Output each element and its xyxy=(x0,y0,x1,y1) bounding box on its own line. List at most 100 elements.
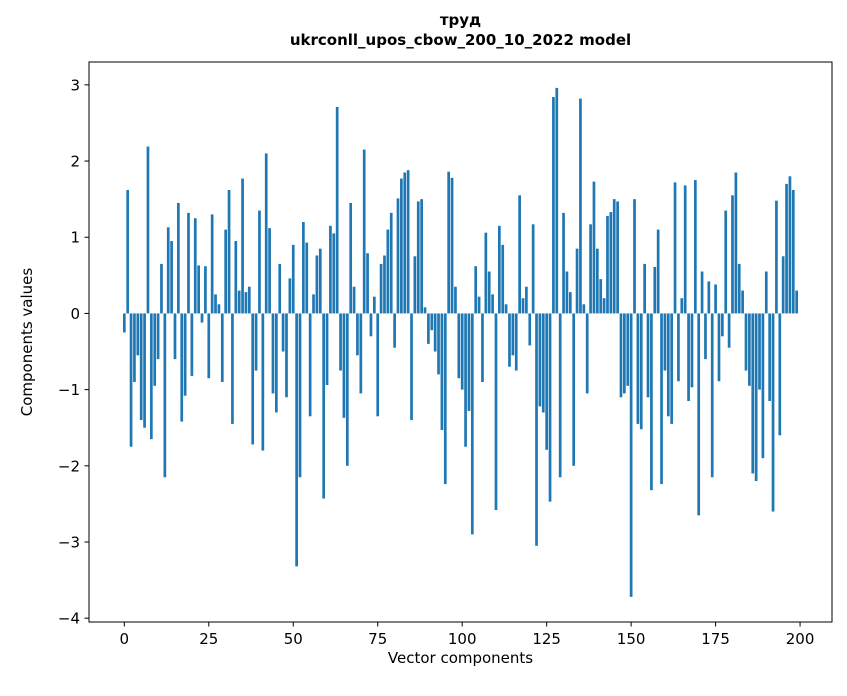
bar-131 xyxy=(565,271,569,314)
x-tick-label: 125 xyxy=(532,630,561,648)
bar-94 xyxy=(440,313,444,430)
bar-182 xyxy=(737,263,741,314)
bar-169 xyxy=(693,180,697,314)
bar-199 xyxy=(795,290,799,314)
bar-64 xyxy=(339,313,342,371)
bar-116 xyxy=(514,313,518,371)
bar-84 xyxy=(406,170,410,314)
bar-137 xyxy=(585,313,589,394)
bar-77 xyxy=(383,255,386,314)
bar-42 xyxy=(264,153,268,314)
bar-177 xyxy=(721,313,724,337)
bar-122 xyxy=(535,313,538,546)
bar-27 xyxy=(214,294,217,314)
bar-89 xyxy=(423,307,427,314)
bar-160 xyxy=(663,313,667,371)
bar-16 xyxy=(177,202,180,314)
bars-series xyxy=(122,87,799,597)
bar-40 xyxy=(258,210,261,314)
bar-194 xyxy=(778,313,782,436)
bar-60 xyxy=(325,313,329,386)
bar-181 xyxy=(734,172,738,314)
bar-102 xyxy=(467,313,471,411)
bar-20 xyxy=(190,313,194,376)
bar-7 xyxy=(146,146,150,314)
bar-1 xyxy=(126,190,130,314)
x-tick-label: 100 xyxy=(448,630,477,648)
bar-193 xyxy=(775,200,778,314)
bar-18 xyxy=(183,313,187,396)
y-tick-label: 2 xyxy=(70,153,80,171)
bar-183 xyxy=(741,290,744,314)
bar-185 xyxy=(748,313,751,386)
bar-161 xyxy=(666,313,670,417)
bar-75 xyxy=(376,313,380,417)
bar-62 xyxy=(332,233,336,314)
bar-90 xyxy=(427,313,430,344)
y-axis-label: Components values xyxy=(18,267,36,417)
bar-187 xyxy=(754,313,758,482)
bar-134 xyxy=(575,248,579,314)
chart-title: труд xyxy=(439,11,482,29)
bar-100 xyxy=(460,313,464,390)
bar-172 xyxy=(704,313,707,360)
bar-72 xyxy=(366,253,369,314)
bar-144 xyxy=(609,212,613,314)
bar-145 xyxy=(612,199,616,314)
bar-78 xyxy=(386,229,390,314)
bar-25 xyxy=(207,313,211,379)
y-tick-label: −4 xyxy=(58,610,80,628)
x-tick-label: 200 xyxy=(786,630,815,648)
bar-33 xyxy=(234,241,238,314)
bar-148 xyxy=(623,313,626,394)
bar-36 xyxy=(244,292,248,314)
bar-92 xyxy=(433,313,437,352)
bar-43 xyxy=(268,228,271,314)
x-tick-label: 50 xyxy=(284,630,303,648)
bar-4 xyxy=(136,313,140,356)
bar-88 xyxy=(420,199,423,314)
bar-127 xyxy=(552,97,555,314)
x-tick-label: 150 xyxy=(617,630,646,648)
bar-93 xyxy=(437,313,440,375)
bar-141 xyxy=(599,279,603,314)
bar-79 xyxy=(389,212,393,314)
bar-123 xyxy=(538,313,542,407)
bar-159 xyxy=(660,313,663,485)
bar-101 xyxy=(464,313,467,447)
chart-subtitle: ukrconll_upos_cbow_200_10_2022 model xyxy=(289,31,632,49)
x-tick-label: 75 xyxy=(368,630,387,648)
bar-54 xyxy=(305,242,309,314)
bar-196 xyxy=(785,183,788,314)
bar-113 xyxy=(504,304,508,314)
bar-104 xyxy=(474,266,478,314)
bar-34 xyxy=(237,290,241,314)
bar-156 xyxy=(650,313,653,491)
y-tick-label: 1 xyxy=(70,229,80,247)
bar-51 xyxy=(295,313,298,567)
bar-153 xyxy=(639,313,643,430)
bar-188 xyxy=(758,313,761,390)
bar-17 xyxy=(180,313,184,422)
bar-186 xyxy=(751,313,755,474)
bar-164 xyxy=(677,313,680,382)
bar-63 xyxy=(335,106,339,314)
bar-26 xyxy=(210,214,214,314)
bar-95 xyxy=(443,313,447,485)
bar-118 xyxy=(521,298,525,314)
bar-165 xyxy=(680,298,684,314)
bar-112 xyxy=(501,244,505,314)
bar-29 xyxy=(220,313,224,382)
bar-126 xyxy=(548,313,552,502)
bar-98 xyxy=(454,286,457,314)
bar-106 xyxy=(481,313,484,382)
bar-37 xyxy=(247,286,251,314)
y-tick-label: −3 xyxy=(58,534,80,552)
bar-178 xyxy=(724,210,728,314)
bar-46 xyxy=(278,263,282,314)
bar-174 xyxy=(710,313,714,478)
bar-154 xyxy=(643,263,646,314)
bar-120 xyxy=(528,313,532,346)
